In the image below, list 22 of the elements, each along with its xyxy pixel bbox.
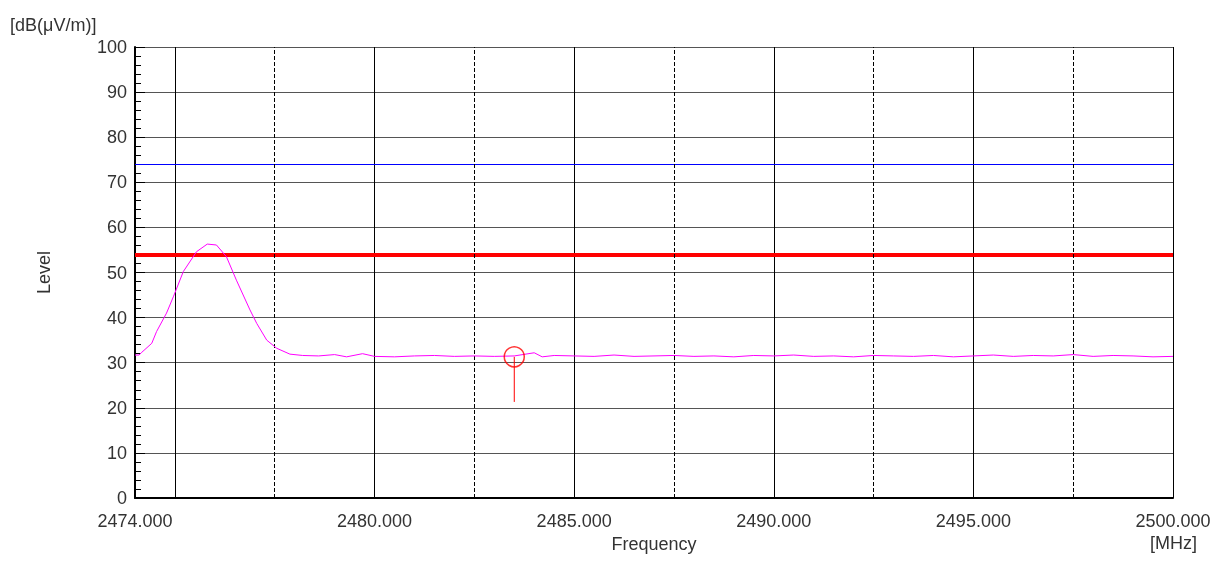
x-tick-label: 2490.000 — [736, 511, 812, 531]
text: [MHz] — [1150, 533, 1197, 553]
y-tick-label: 60 — [106, 217, 127, 238]
y-tick-label: 20 — [106, 397, 127, 418]
y-tick-label: 90 — [106, 82, 127, 103]
y-tick-label: 0 — [116, 488, 127, 508]
x-tick-label: 2495.000 — [935, 511, 1011, 531]
y-tick-label: 40 — [106, 307, 127, 328]
y-axis-title: Level — [34, 250, 54, 295]
text: [dB(μV/m)] — [10, 15, 97, 35]
line-series — [134, 243, 1174, 358]
y-tick-label: 50 — [106, 262, 127, 283]
x-tick-label: 2500.000 — [1135, 511, 1211, 531]
y-tick-label: 70 — [106, 172, 127, 193]
x-tick-label: 2480.000 — [337, 511, 413, 531]
y-tick-label: 80 — [106, 127, 127, 148]
y-tick-label: 100 — [96, 37, 127, 57]
x-axis-title: Frequency — [611, 533, 697, 554]
y-tick-label: 10 — [106, 442, 127, 463]
x-tick-label: 2474.000 — [97, 511, 173, 531]
x-tick-label: 2485.000 — [536, 511, 612, 531]
y-tick-label: 30 — [106, 352, 127, 373]
